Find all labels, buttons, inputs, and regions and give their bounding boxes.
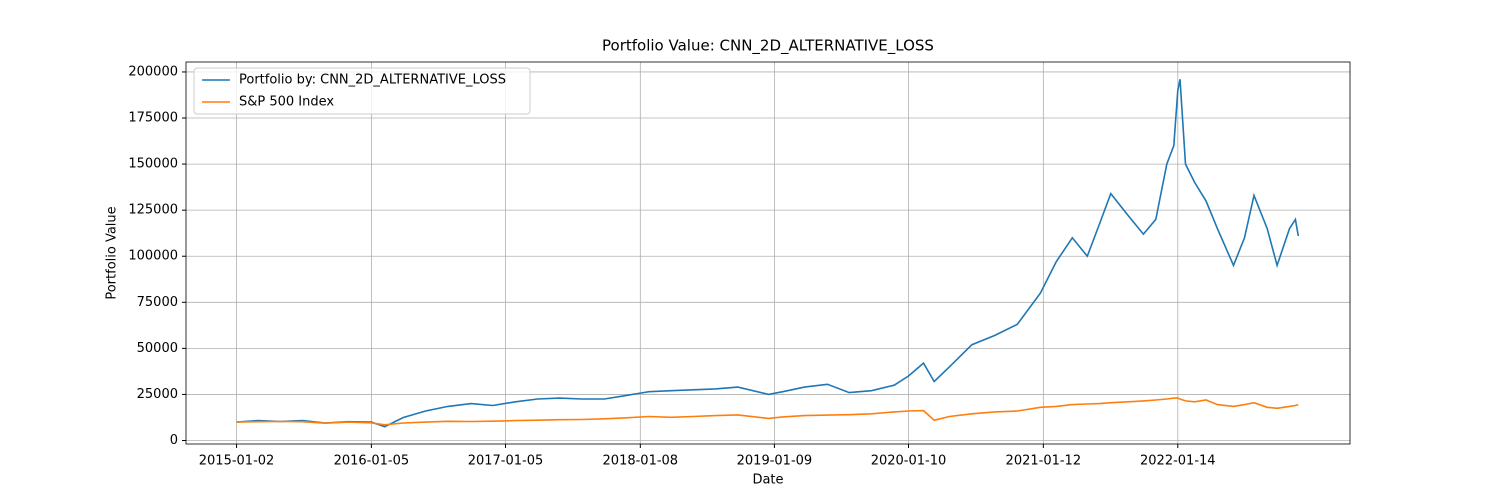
y-tick-label: 200000 — [128, 64, 178, 79]
x-tick-label: 2015-01-02 — [199, 454, 275, 469]
y-tick-label: 150000 — [128, 157, 178, 172]
legend-label: Portfolio by: CNN_2D_ALTERNATIVE_LOSS — [239, 73, 506, 88]
y-axis-label: Portfolio Value — [105, 206, 120, 299]
y-tick-label: 50000 — [137, 341, 178, 356]
y-tick-label: 100000 — [128, 249, 178, 264]
series-line — [236, 79, 1300, 428]
x-axis-label: Date — [752, 473, 783, 488]
x-tick-label: 2019-01-09 — [737, 454, 813, 469]
x-tick-label: 2018-01-08 — [603, 454, 679, 469]
y-tick-label: 175000 — [128, 111, 178, 126]
x-tick-label: 2017-01-05 — [468, 454, 544, 469]
chart-title: Portfolio Value: CNN_2D_ALTERNATIVE_LOSS — [602, 37, 934, 56]
y-tick-label: 0 — [170, 433, 178, 448]
x-tick-label: 2021-01-12 — [1006, 454, 1082, 469]
x-tick-label: 2016-01-05 — [334, 454, 410, 469]
plot-frame — [185, 61, 1351, 445]
y-tick-label: 75000 — [137, 295, 178, 310]
x-tick-label: 2022-01-14 — [1140, 454, 1216, 469]
legend-box — [193, 67, 531, 115]
x-tick-label: 2020-01-10 — [871, 454, 947, 469]
y-tick-label: 25000 — [137, 387, 178, 402]
y-tick-label: 125000 — [128, 203, 178, 218]
series-line — [236, 397, 1299, 426]
legend-label: S&P 500 Index — [239, 95, 334, 110]
